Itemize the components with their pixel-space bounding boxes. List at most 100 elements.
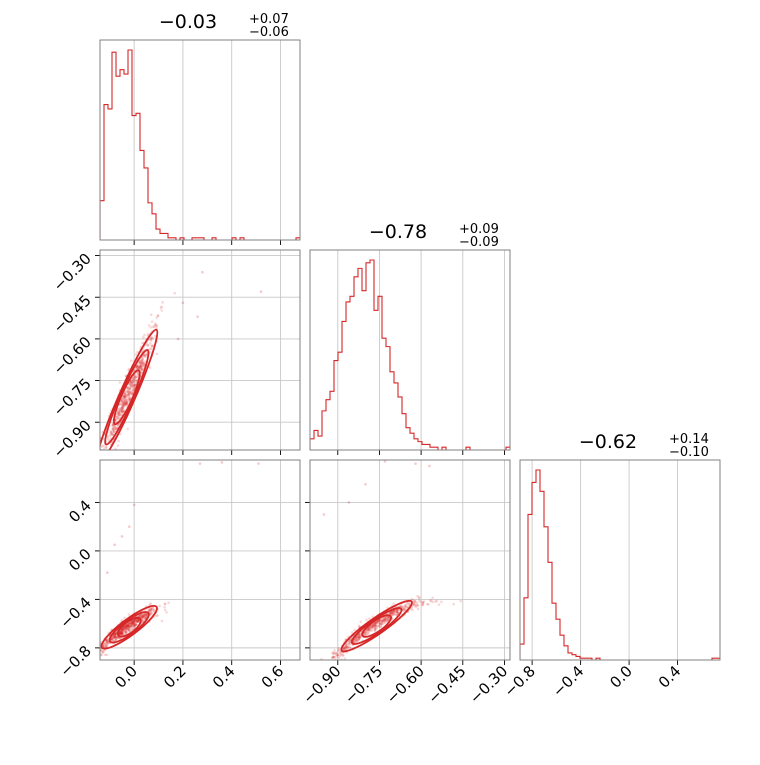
panel-r1c0-point (149, 325, 153, 329)
panel-r2c1-point (416, 594, 419, 598)
panel-r2c1-point (381, 619, 384, 622)
panel-r2c1-point (395, 612, 399, 616)
panel-r2c0-point (130, 621, 133, 625)
panel-r2c1-point (341, 653, 345, 657)
panel-r1c0-point (135, 365, 138, 369)
panel-r2c0-point (101, 650, 105, 654)
panel-r2c0-yticklabel-2: 0.0 (65, 545, 95, 575)
panel-r1c0-point (120, 408, 124, 412)
panel-r1c0-point (120, 406, 124, 409)
panel-r1c0-point (107, 454, 110, 457)
panel-r2c0-point (124, 630, 128, 634)
panel-r1c0-point (134, 378, 137, 382)
panel-r1c0-point (122, 403, 126, 407)
panel-r2c0-point (124, 626, 127, 630)
panel-r2c0-point (126, 624, 130, 628)
panel-r2c1-point (414, 603, 418, 607)
panel-r1c0-point (114, 427, 117, 430)
panel-r2c0-point (133, 622, 136, 626)
panel-r2c0-point (122, 626, 125, 630)
panel-r1c0-point (150, 344, 154, 348)
panel-r2c0-point (113, 636, 116, 639)
panel-r2c0-point (132, 620, 136, 623)
panel-r2c0-point (134, 623, 137, 626)
panel-r1c0-point (117, 412, 121, 415)
panel-r2c0-point (138, 615, 141, 618)
panel-r2c0-point (145, 614, 148, 618)
panel-r2c1-point (344, 645, 348, 649)
panel-r2c1-point (411, 608, 414, 612)
panel-r1c0-point (131, 388, 135, 392)
panel-r1c0-point (140, 359, 143, 363)
panel-r2c0-point (126, 625, 129, 629)
panel-r2c1-point (392, 610, 396, 614)
panel-r1c0-point (132, 384, 135, 387)
panel-r2c1-point (296, 698, 299, 701)
panel-r2c0-point (126, 623, 130, 627)
panel-r2c1-point (374, 623, 377, 627)
panel-r2c1-point (414, 605, 418, 609)
panel-r1c0-point (131, 376, 135, 380)
panel-r1c0-point (149, 313, 153, 317)
panel-r2c1-point (381, 619, 385, 622)
panel-r2c0-point (149, 607, 153, 611)
panel-r2c0-point (105, 653, 109, 657)
panel-r1c0-outlier-point (196, 315, 199, 318)
panel-r2c0-point (123, 616, 126, 620)
panel-r1c0-point (96, 465, 99, 468)
panel-r2c0-point (105, 639, 109, 642)
panel-r2c0-point (137, 620, 140, 623)
panel-r2c0-point (126, 624, 130, 628)
panel-r2c1-points (296, 460, 462, 701)
panel-r1c0-point (123, 392, 127, 396)
panel-r2c0-point (113, 636, 117, 639)
panel-r2c0-point (111, 637, 114, 641)
panel-r2c0-point (133, 620, 137, 623)
panel-r1c0-point (125, 401, 129, 405)
panel-r2c0-point (101, 649, 105, 653)
panel-r1c0-point (143, 354, 146, 357)
panel-r1c0-point (141, 341, 144, 345)
panel-r2c0-outlier-point (113, 543, 116, 547)
panel-r2c0-point (103, 642, 106, 646)
panel-r2c0-point (128, 621, 132, 625)
panel-r2c1-point (412, 602, 416, 606)
panel-r1c0-point (118, 407, 122, 410)
panel-r1c0-point (124, 402, 127, 406)
panel-r1c0-point (124, 402, 128, 406)
panel-r2c0-point (120, 630, 124, 634)
panel-r1c0-point (131, 392, 134, 395)
panel-r1c0-point (116, 417, 120, 421)
panel-r2c0-point (128, 625, 132, 629)
panel-r1c0-point (140, 368, 144, 372)
panel-r1c0-point (130, 380, 134, 383)
panel-r2c1-point (381, 622, 385, 625)
panel-r2c1-point (390, 612, 393, 615)
panel-r2c0-point (121, 628, 125, 632)
panel-r1c0-point (143, 360, 147, 363)
panel-r1c0-point (124, 401, 127, 405)
panel-r2c0-point (149, 608, 153, 612)
panel-r2c0-point (139, 615, 142, 618)
panel-r2c0-point (96, 651, 99, 654)
panel-r2c1-point (440, 600, 443, 604)
panel-r1c0-point (138, 365, 142, 369)
panel-r2c1-point (381, 617, 385, 620)
panel-r1c1: −0.78 +0.09−0.09 (309, 221, 511, 455)
panel-r1c0-point (126, 385, 130, 389)
panel-r2c0-point (122, 628, 125, 631)
panel-r2c1-point (378, 622, 382, 625)
panel-r1c0-point (138, 364, 141, 367)
panel-r2c1-outlier-point (364, 482, 367, 486)
panel-r2c0-point (135, 619, 138, 623)
panel-r2c1-point (389, 611, 392, 615)
panel-r1c0-outlier-point (176, 337, 180, 341)
panel-r2c1-point (335, 661, 338, 664)
panel-r2c1-point (358, 635, 362, 639)
panel-r1c0-point (131, 383, 135, 386)
panel-r2c1-point (386, 616, 390, 620)
panel-r2c1-point (354, 640, 357, 644)
panel-r1c0-point (141, 358, 144, 362)
panel-r2c1-point (368, 628, 371, 632)
